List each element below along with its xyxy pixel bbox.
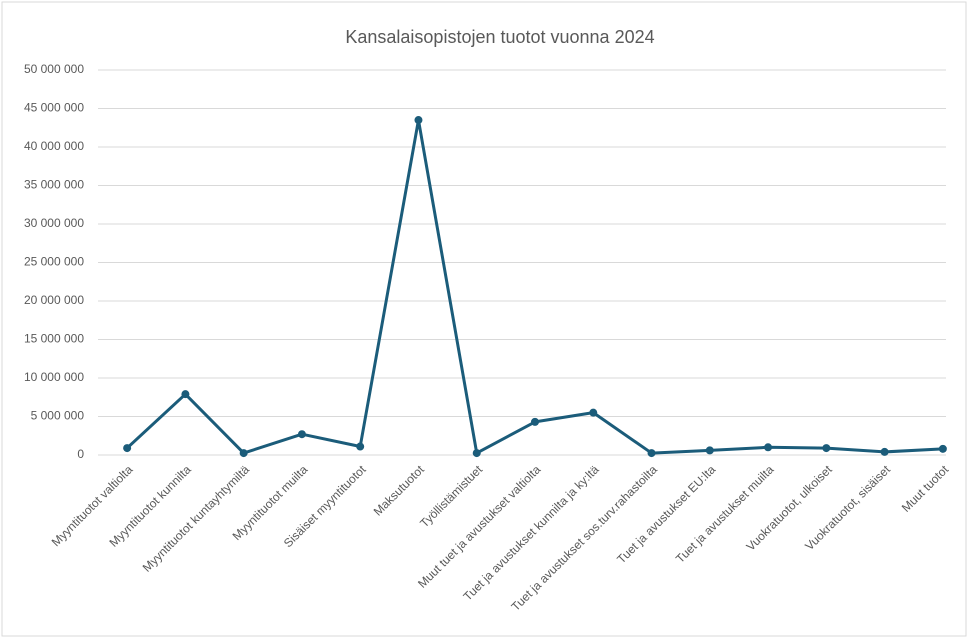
y-tick-label: 0: [77, 447, 84, 461]
marker: [414, 116, 423, 125]
y-tick-label: 45 000 000: [24, 101, 84, 115]
y-tick-label: 15 000 000: [24, 332, 84, 346]
y-tick-label: 5 000 000: [31, 409, 85, 423]
marker: [297, 430, 306, 439]
marker: [880, 447, 889, 456]
marker: [181, 390, 190, 399]
marker: [589, 408, 598, 417]
marker: [705, 446, 714, 455]
marker: [647, 449, 656, 458]
y-tick-label: 20 000 000: [24, 293, 84, 307]
marker: [472, 449, 481, 458]
y-tick-label: 40 000 000: [24, 139, 84, 153]
y-tick-label: 10 000 000: [24, 370, 84, 384]
marker: [531, 417, 539, 426]
marker: [764, 443, 773, 452]
marker: [239, 449, 248, 458]
marker: [123, 444, 132, 453]
marker: [822, 444, 831, 453]
chart-title: Kansalaisopistojen tuotot vuonna 2024: [345, 27, 654, 47]
y-tick-label: 50 000 000: [24, 62, 84, 76]
marker: [938, 444, 947, 453]
y-tick-label: 30 000 000: [24, 216, 84, 230]
marker: [356, 442, 365, 451]
y-tick-label: 35 000 000: [24, 178, 84, 192]
y-tick-label: 25 000 000: [24, 255, 84, 269]
